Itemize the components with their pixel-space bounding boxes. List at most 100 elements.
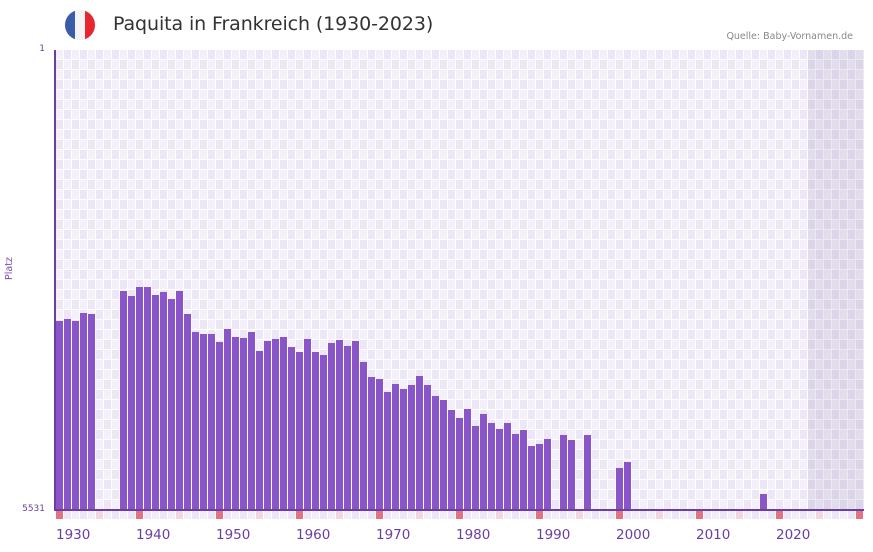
bar-1983[interactable] [480,414,487,510]
bar-1961[interactable] [304,339,311,510]
bar-1971[interactable] [384,391,391,510]
bar-1981[interactable] [464,409,471,510]
grid-cell [344,310,351,319]
grid-cell [240,150,247,159]
bar-1966[interactable] [344,345,351,510]
bar-1945[interactable] [176,290,183,510]
grid-cell [200,250,207,259]
bar-1993[interactable] [560,435,567,510]
bar-1962[interactable] [312,352,319,510]
bar-1934[interactable] [88,314,95,510]
bar-1942[interactable] [152,294,159,510]
bar-1988[interactable] [520,429,527,510]
grid-cell [320,170,327,179]
bar-1985[interactable] [496,429,503,510]
bar-1969[interactable] [368,377,375,510]
bar-1982[interactable] [472,426,479,510]
bar-1967[interactable] [352,340,359,510]
grid-cell [760,440,767,449]
bar-1959[interactable] [288,347,295,510]
bar-1972[interactable] [392,384,399,510]
bar-1939[interactable] [128,295,135,510]
grid-cell [712,470,719,479]
bar-1930[interactable] [56,320,63,510]
bar-2001[interactable] [624,462,631,510]
bar-1944[interactable] [168,298,175,510]
bar-1946[interactable] [184,314,191,510]
grid-cell [224,130,231,139]
grid-cell [192,200,199,209]
grid-cell [784,120,791,129]
bar-1958[interactable] [280,336,287,510]
bar-1979[interactable] [448,410,455,510]
bar-1954[interactable] [248,331,255,510]
bar-1989[interactable] [528,446,535,510]
grid-cell [320,350,327,359]
bar-1938[interactable] [120,290,127,510]
bar-1970[interactable] [376,378,383,510]
bar-1955[interactable] [256,350,263,510]
bar-1956[interactable] [264,340,271,510]
bar-1953[interactable] [240,337,247,510]
bar-1943[interactable] [160,291,167,510]
bar-1996[interactable] [584,435,591,510]
bar-1948[interactable] [200,334,207,510]
bar-1949[interactable] [208,334,215,510]
bar-1963[interactable] [320,354,327,510]
grid-cell [312,90,319,99]
grid-cell [480,120,487,129]
bar-1975[interactable] [416,375,423,510]
grid-cell [184,240,191,249]
grid-cell [712,250,719,259]
bar-1973[interactable] [400,388,407,510]
bar-1994[interactable] [568,439,575,510]
grid-cell [696,300,703,309]
bar-1947[interactable] [192,331,199,510]
grid-cell [208,240,215,249]
bar-1950[interactable] [216,342,223,510]
grid-cell [696,320,703,329]
grid-cell [632,500,639,509]
bar-1951[interactable] [224,328,231,510]
bar-1933[interactable] [80,312,87,510]
bar-1987[interactable] [512,434,519,510]
grid-cell [512,280,519,289]
bar-2018[interactable] [760,493,767,510]
grid-cell [128,200,135,209]
grid-cell [768,500,775,509]
bar-1986[interactable] [504,423,511,510]
grid-cell [720,500,727,509]
bar-1932[interactable] [72,320,79,510]
bar-1952[interactable] [232,336,239,510]
bar-1990[interactable] [536,443,543,510]
grid-cell [624,430,631,439]
bar-1940[interactable] [136,287,143,510]
grid-cell [784,440,791,449]
bar-2000[interactable] [616,468,623,510]
grid-cell [592,120,599,129]
bar-1968[interactable] [360,362,367,510]
bar-1974[interactable] [408,384,415,510]
grid-cell [112,170,119,179]
bar-1965[interactable] [336,340,343,510]
grid-cell [792,320,799,329]
grid-cell [672,130,679,139]
grid-cell [432,370,439,379]
bar-1980[interactable] [456,418,463,510]
grid-cell [744,370,751,379]
bar-1984[interactable] [488,423,495,510]
bar-1991[interactable] [544,439,551,510]
bar-1957[interactable] [272,339,279,510]
bar-1931[interactable] [64,318,71,510]
grid-cell [376,280,383,289]
bar-1960[interactable] [296,352,303,510]
bar-1977[interactable] [432,395,439,510]
grid-cell [552,420,559,429]
grid-cell [824,310,831,319]
bar-1976[interactable] [424,384,431,510]
bar-1964[interactable] [328,342,335,510]
grid-cell [352,280,359,289]
bar-1978[interactable] [440,399,447,510]
bar-1941[interactable] [144,287,151,510]
grid-cell [384,310,391,319]
